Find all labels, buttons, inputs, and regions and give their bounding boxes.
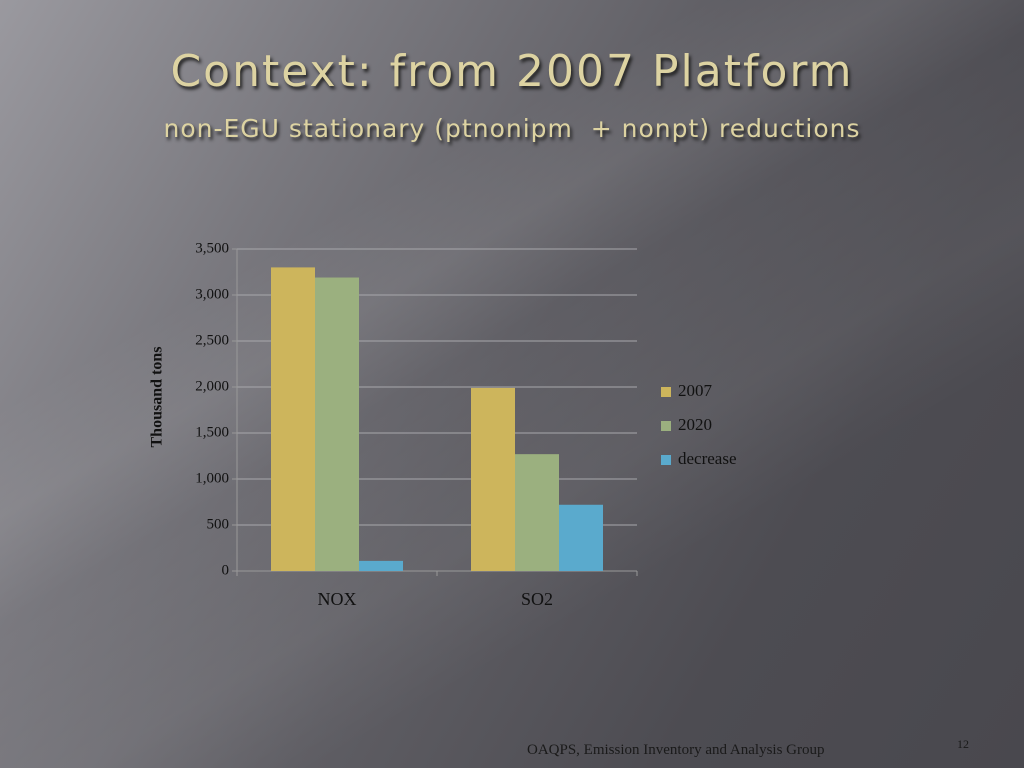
y-tick-label: 1,500 [195,424,229,440]
bar [271,267,315,571]
legend-label: 2007 [678,381,713,400]
y-tick-label: 3,500 [195,240,229,256]
y-tick-label: 2,000 [195,378,229,394]
slide-subtitle: non-EGU stationary (ptnonipm + nonpt) re… [163,114,861,143]
legend-swatch [661,421,671,431]
y-axis-label: Thousand tons [149,347,166,448]
legend-label: 2020 [678,415,712,434]
y-tick-label: 500 [207,516,230,532]
x-tick-label: SO2 [521,589,553,609]
y-tick-label: 2,500 [195,332,229,348]
x-tick-label: NOX [318,589,357,609]
legend-label: decrease [678,449,737,468]
page-number: 12 [957,737,969,751]
y-tick-label: 0 [222,562,230,578]
y-tick-label: 3,000 [195,286,229,302]
bar [471,387,515,571]
legend-swatch [661,387,671,397]
bar [515,454,559,571]
slide-title: Context: from 2007 Platform [170,46,854,97]
bar [559,504,603,571]
y-tick-label: 1,000 [195,470,229,486]
footer: OAQPS, Emission Inventory and Analysis G… [527,742,825,758]
bar [315,277,359,571]
legend-swatch [661,455,671,465]
bar [359,560,403,571]
